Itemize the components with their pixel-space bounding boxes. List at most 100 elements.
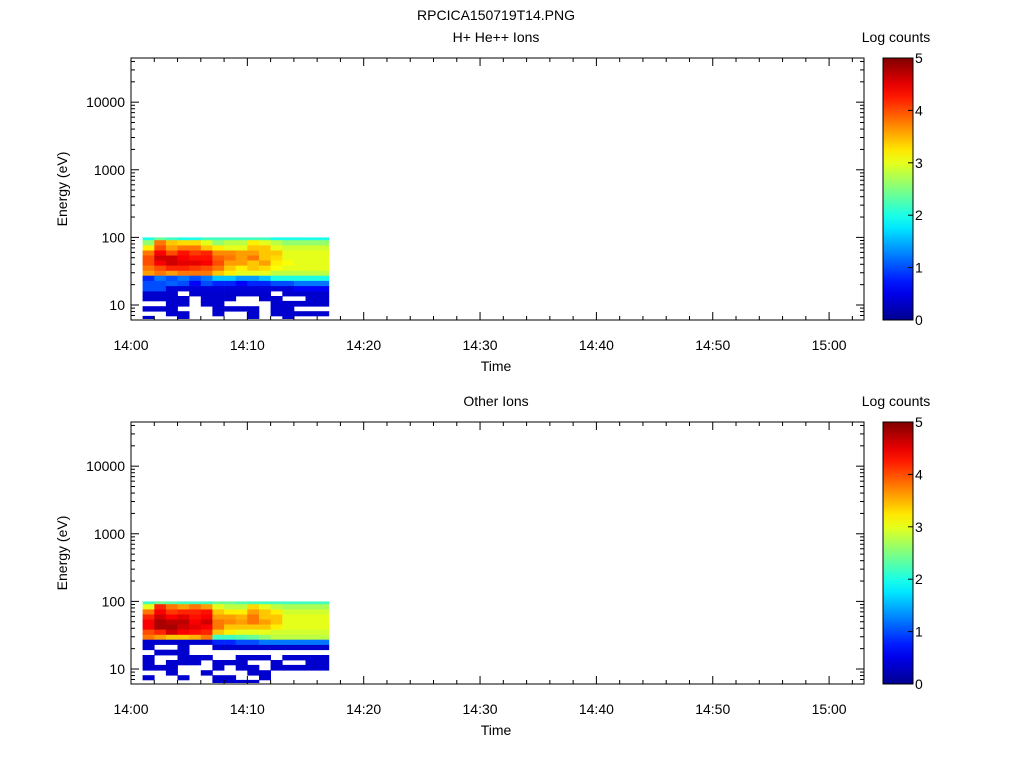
heatmap-cell (235, 245, 248, 251)
heatmap-cell (142, 275, 155, 281)
heatmap-cell (154, 664, 167, 671)
heatmap-cell (293, 619, 306, 625)
heatmap-cell (235, 275, 248, 281)
heatmap-cell (177, 639, 190, 645)
x-tick-label: 14:10 (230, 337, 265, 353)
heatmap-cell (259, 291, 271, 297)
heatmap-cell (259, 265, 271, 271)
heatmap-cell (212, 245, 225, 251)
heatmap-cell (282, 255, 295, 261)
heatmap-cell (142, 280, 155, 287)
heatmap-cell (282, 634, 295, 640)
heatmap-cell (189, 634, 202, 640)
heatmap-cell (235, 660, 248, 666)
heatmap-cell (177, 624, 190, 630)
heatmap-cell (270, 255, 283, 261)
heatmap-cell (224, 280, 237, 287)
heatmap-cell (154, 601, 167, 605)
heatmap-cell (177, 285, 190, 292)
y-tick-label: 1000 (94, 162, 125, 178)
heatmap-cell (317, 639, 330, 645)
heatmap-cell (142, 260, 155, 266)
heatmap-cell (200, 270, 213, 276)
heatmap-cell (189, 270, 202, 276)
heatmap-cell (317, 250, 330, 256)
heatmap-cell (259, 619, 271, 625)
heatmap-cell (259, 601, 271, 605)
heatmap-cell (200, 275, 213, 281)
heatmap-cell (293, 275, 306, 281)
heatmap-cell (177, 296, 190, 302)
heatmap-cell (212, 239, 225, 246)
heatmap-cell (142, 660, 155, 666)
heatmap-cell (293, 300, 306, 307)
heatmap-cell (247, 265, 260, 271)
heatmap-cell (165, 291, 178, 297)
heatmap-cell (305, 614, 318, 620)
heatmap-cell (247, 629, 260, 635)
heatmap-cell (165, 660, 178, 666)
heatmap-cell (247, 624, 260, 630)
heatmap-cell (200, 245, 213, 251)
heatmap-cell (235, 306, 248, 312)
heatmap-cell (212, 679, 225, 683)
panel-title: Other Ions (463, 393, 528, 409)
y-tick-label: 10000 (86, 458, 125, 474)
heatmap-cell (165, 250, 178, 256)
heatmap-cell (224, 660, 237, 666)
colorbar-tick-label: 0 (915, 312, 923, 328)
heatmap-cell (270, 300, 283, 307)
heatmap-cell (259, 644, 271, 651)
heatmap-cell (224, 603, 237, 610)
heatmap-cell (235, 255, 248, 261)
heatmap-cell (247, 250, 260, 256)
heatmap-cell (177, 250, 190, 256)
heatmap-cell (305, 239, 318, 246)
heatmap-cell (142, 609, 155, 615)
heatmap-cell (270, 275, 283, 281)
heatmap-cell (305, 300, 318, 307)
colorbar-tick-label: 0 (915, 676, 923, 692)
heatmap-cell (189, 237, 202, 241)
heatmap-cell (235, 280, 248, 287)
heatmap-cell (212, 296, 225, 302)
x-axis-ticks: 14:00 14:10 14:20 14:30 14:40 14:50 15:00 (113, 422, 853, 717)
heatmap-cell (154, 634, 167, 640)
heatmap-cell (270, 311, 283, 317)
heatmap-cell (293, 603, 306, 610)
heatmap-cell (165, 306, 178, 312)
heatmap-cell (142, 619, 155, 625)
heatmap-cell (212, 311, 225, 317)
heatmap-cell (200, 237, 213, 241)
heatmap-cell (142, 601, 155, 605)
heatmap-cell (305, 664, 318, 671)
heatmap-cell (317, 296, 330, 302)
heatmap-cell (305, 280, 318, 287)
heatmap-cell (165, 639, 178, 645)
heatmap-cell (293, 245, 306, 251)
heatmap-cell (189, 601, 202, 605)
heatmap-cell (142, 644, 155, 651)
heatmap-cell (259, 239, 271, 246)
heatmap-cell (212, 270, 225, 276)
heatmap-cell (259, 250, 271, 256)
heatmap-cell (165, 664, 178, 671)
heatmap-cell (165, 280, 178, 287)
heatmap-cell (165, 649, 178, 656)
heatmap-cell (247, 670, 260, 676)
heatmap-cell (154, 619, 167, 625)
heatmap-cell (270, 245, 283, 251)
heatmap-cell (212, 265, 225, 271)
heatmap-cell (305, 603, 318, 610)
colorbar-tick-label: 2 (915, 207, 923, 223)
heatmap-cell (189, 255, 202, 261)
heatmap-cell (224, 679, 237, 683)
heatmap-cell (177, 601, 190, 605)
heatmap-cell (224, 255, 237, 261)
plot-frame (130, 57, 865, 321)
heatmap-cell (270, 239, 283, 246)
heatmap-cell (142, 237, 155, 241)
heatmap-cell (235, 619, 248, 625)
heatmap-cell (247, 260, 260, 266)
